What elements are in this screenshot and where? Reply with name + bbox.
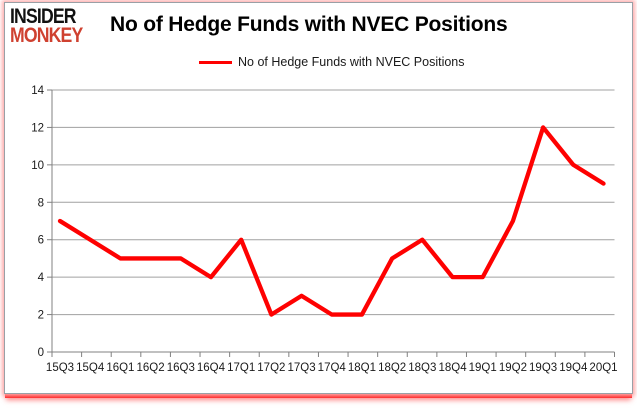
x-tick-label: 16Q1: [106, 362, 134, 374]
x-tick-label: 17Q2: [257, 362, 285, 374]
chart-title: No of Hedge Funds with NVEC Positions: [110, 13, 508, 36]
logo-insider-text: INSIDER: [10, 5, 77, 28]
y-tick-label: 8: [38, 197, 44, 209]
y-tick-label: 2: [38, 310, 44, 322]
logo-monkey-text: MONKEY: [10, 24, 83, 47]
x-tick-label: 19Q3: [529, 362, 557, 374]
insider-monkey-logo: INSIDER MONKEY: [10, 5, 83, 47]
y-tick-label: 10: [31, 160, 44, 172]
x-tick-label: 16Q2: [137, 362, 165, 374]
legend: No of Hedge Funds with NVEC Positions: [199, 55, 465, 69]
x-tick-label: 15Q3: [46, 362, 74, 374]
x-tick-label: 19Q1: [469, 362, 497, 374]
x-tick-label: 18Q3: [408, 362, 436, 374]
y-tick-label: 14: [31, 85, 44, 97]
legend-label: No of Hedge Funds with NVEC Positions: [238, 55, 465, 69]
x-tick-label: 15Q4: [76, 362, 105, 374]
x-tick-label: 17Q4: [318, 362, 347, 374]
x-tick-label: 20Q1: [589, 362, 617, 374]
x-tick-label: 18Q2: [378, 362, 406, 374]
x-tick-label: 18Q1: [348, 362, 376, 374]
y-tick-label: 12: [31, 122, 44, 134]
x-tick-label: 18Q4: [438, 362, 467, 374]
series-line: [57, 125, 606, 317]
legend-line-swatch: [199, 60, 232, 64]
y-tick-label: 4: [38, 272, 45, 284]
y-tick-label: 0: [38, 347, 44, 359]
x-tick-label: 16Q3: [167, 362, 195, 374]
x-tick-label: 17Q1: [227, 362, 255, 374]
y-tick-label: 6: [38, 235, 44, 247]
x-tick-label: 19Q2: [499, 362, 527, 374]
x-tick-label: 19Q4: [559, 362, 588, 374]
x-tick-label: 17Q3: [287, 362, 315, 374]
x-tick-label: 16Q4: [197, 362, 226, 374]
